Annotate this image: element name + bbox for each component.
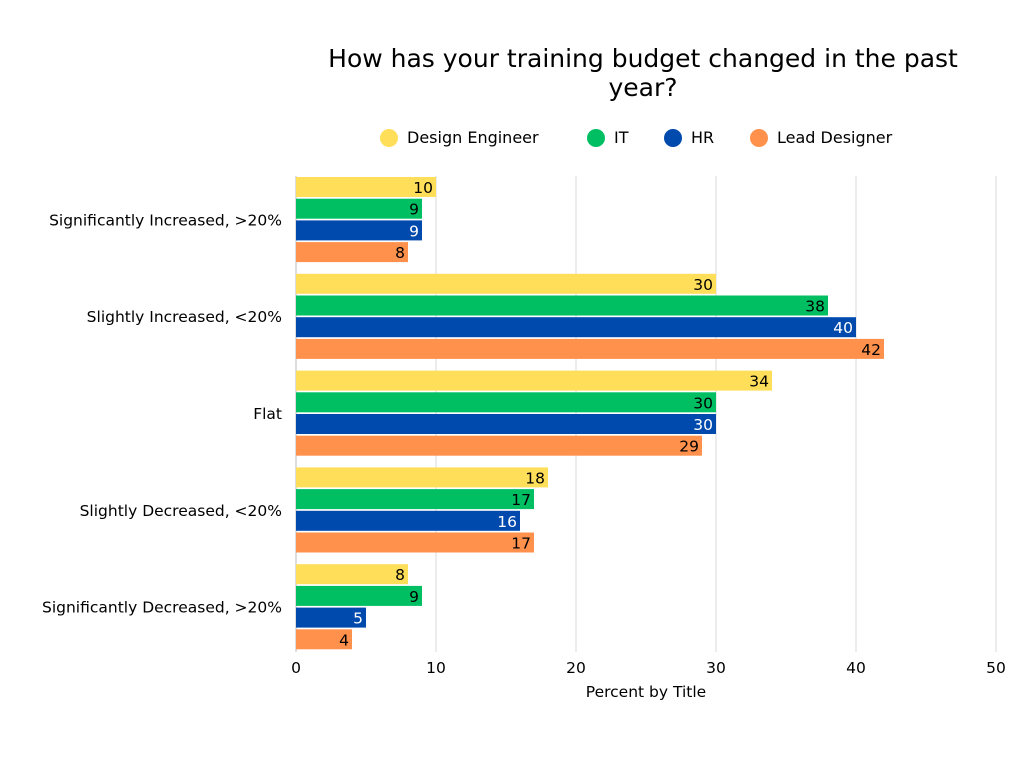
- bar-value-label: 17: [511, 491, 531, 509]
- legend-label: HR: [691, 128, 715, 147]
- bar-value-label: 10: [413, 179, 433, 197]
- legend-item: Lead Designer: [750, 128, 892, 147]
- bar: [296, 220, 422, 241]
- category-label: Significantly Increased, >20%: [49, 211, 282, 229]
- legend-label: Lead Designer: [777, 128, 893, 147]
- category-label: Slightly Increased, <20%: [87, 308, 282, 326]
- category-label: Flat: [253, 405, 282, 423]
- legend-item: HR: [664, 128, 714, 147]
- bar: [296, 489, 534, 510]
- legend-label: IT: [614, 128, 629, 147]
- bar-value-label: 34: [749, 373, 769, 391]
- legend-marker: [664, 128, 682, 147]
- bar-value-label: 9: [409, 588, 419, 606]
- bar: [296, 532, 534, 553]
- bar-value-label: 30: [693, 276, 713, 294]
- bar: [296, 392, 716, 413]
- bar: [296, 414, 716, 434]
- bar-value-label: 4: [339, 631, 349, 649]
- legend-marker: [587, 128, 605, 147]
- bar: [296, 177, 436, 197]
- bar-value-label: 18: [525, 469, 545, 487]
- bar: [296, 629, 352, 650]
- bar: [296, 317, 856, 338]
- legend-item: Design Engineer: [380, 128, 539, 147]
- bar-value-label: 30: [693, 394, 713, 412]
- bar: [296, 338, 884, 359]
- category-label: Significantly Decreased, >20%: [42, 599, 282, 617]
- bar-value-label: 38: [805, 298, 825, 316]
- x-tick-label: 50: [986, 659, 1006, 677]
- legend-marker: [750, 128, 768, 147]
- bar-value-label: 9: [409, 201, 419, 219]
- bar: [296, 273, 716, 294]
- bar: [296, 242, 408, 263]
- bar-value-label: 9: [409, 222, 419, 240]
- x-tick-label: 20: [566, 659, 586, 677]
- bar: [296, 370, 772, 391]
- bar-value-label: 17: [511, 535, 531, 553]
- chart-title: How has your training budget changed in …: [328, 44, 958, 102]
- legend-label: Design Engineer: [407, 128, 539, 147]
- category-label: Slightly Decreased, <20%: [80, 502, 282, 520]
- bar-value-label: 29: [679, 438, 699, 456]
- bar-value-label: 16: [497, 513, 517, 531]
- bar: [296, 510, 520, 531]
- x-tick-label: 10: [426, 659, 446, 677]
- bar-value-label: 5: [353, 610, 363, 628]
- x-tick-label: 30: [706, 659, 726, 677]
- legend-item: IT: [587, 128, 629, 147]
- x-axis-label: Percent by Title: [586, 683, 706, 701]
- x-tick-label: 0: [291, 659, 301, 677]
- bar-value-label: 8: [395, 566, 405, 584]
- legend-marker: [380, 128, 398, 147]
- legend: Design Engineer IT HR Lead Designer: [0, 128, 1024, 152]
- bar: [296, 198, 422, 219]
- bar-value-label: 30: [693, 416, 713, 434]
- bar: [296, 295, 828, 316]
- bar: [296, 564, 408, 585]
- bar-value-label: 42: [861, 341, 881, 359]
- x-tick-label: 40: [846, 659, 866, 677]
- bar: [296, 607, 366, 628]
- bar: [296, 585, 422, 606]
- bar: [296, 435, 702, 456]
- bar: [296, 467, 548, 488]
- bar-value-label: 8: [395, 244, 405, 262]
- bar-value-label: 40: [833, 319, 853, 337]
